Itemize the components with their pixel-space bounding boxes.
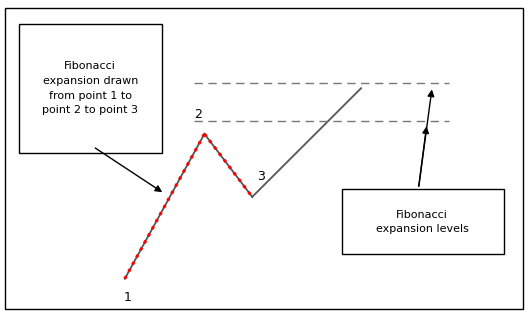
FancyBboxPatch shape [19, 24, 162, 153]
Text: 2: 2 [194, 108, 202, 121]
Text: 3: 3 [258, 170, 266, 183]
FancyBboxPatch shape [342, 189, 504, 254]
Text: Fibonacci
expansion drawn
from point 1 to
point 2 to point 3: Fibonacci expansion drawn from point 1 t… [42, 61, 138, 115]
Text: Fibonacci
expansion levels: Fibonacci expansion levels [376, 210, 468, 234]
Text: 1: 1 [124, 291, 131, 304]
